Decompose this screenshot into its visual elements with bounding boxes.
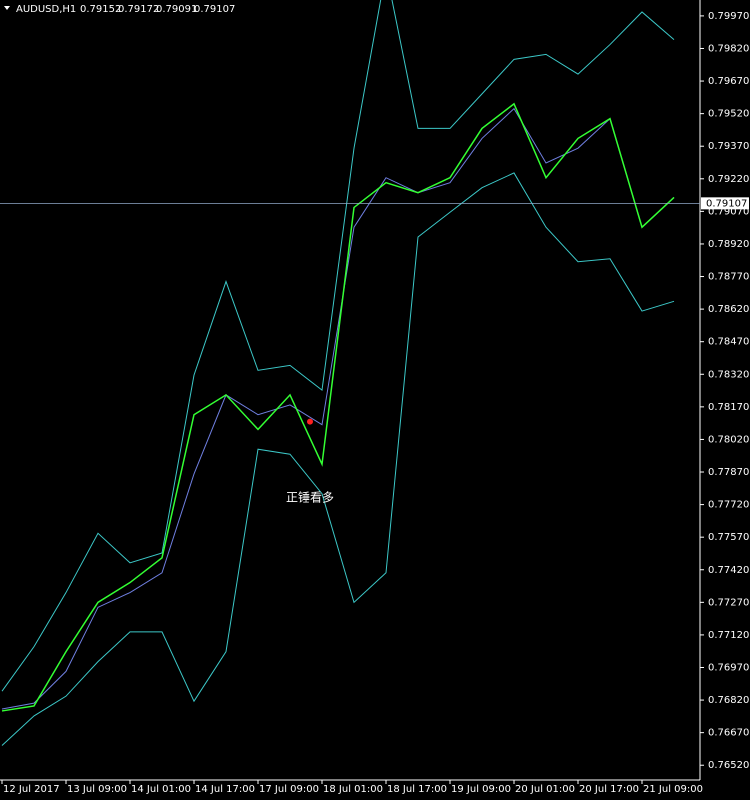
y-tick-label: 0.79520: [708, 109, 749, 120]
y-tick-label: 0.77870: [708, 467, 749, 478]
y-tick-label: 0.76820: [708, 695, 749, 706]
y-tick-label: 0.76670: [708, 728, 749, 739]
y-tick-label: 0.79370: [708, 141, 749, 152]
series-line: [1, 172, 675, 746]
y-tick-label: 0.77720: [708, 500, 749, 511]
y-tick-label: 0.78920: [708, 239, 749, 250]
y-tick-label: 0.78020: [708, 434, 749, 445]
y-tick-label: 0.79070: [708, 206, 749, 217]
annotation: 正锤看多: [286, 490, 334, 505]
ohlc-value: 0.79152: [80, 4, 121, 15]
series-line: [1, 102, 675, 712]
ohlc-value: 0.79107: [194, 4, 235, 15]
y-tick-label: 0.77270: [708, 597, 749, 608]
y-tick-label: 0.78770: [708, 272, 749, 283]
y-tick-label: 0.78620: [708, 304, 749, 315]
series-line: [1, 107, 675, 710]
x-tick-label: 20 Jul 01:00: [515, 784, 575, 795]
symbol-title: AUDUSD,H1: [16, 4, 76, 15]
y-tick-label: 0.78320: [708, 369, 749, 380]
y-tick-label: 0.79970: [708, 11, 749, 22]
x-tick-label: 19 Jul 09:00: [451, 784, 511, 795]
y-tick-label: 0.76520: [708, 760, 749, 771]
last-price-label: 0.79107: [706, 198, 747, 209]
y-tick-label: 0.77120: [708, 630, 749, 641]
x-tick-label: 14 Jul 17:00: [195, 784, 255, 795]
y-tick-label: 0.78470: [708, 337, 749, 348]
x-tick-label: 21 Jul 09:00: [643, 784, 703, 795]
plot-area: [1, 0, 675, 746]
y-tick-label: 0.77420: [708, 565, 749, 576]
x-tick-label: 13 Jul 09:00: [67, 784, 127, 795]
x-tick-label: 14 Jul 01:00: [131, 784, 191, 795]
x-tick-label: 18 Jul 01:00: [323, 784, 383, 795]
series-line: [1, 0, 675, 692]
y-tick-label: 0.79670: [708, 76, 749, 87]
last-price-box: [701, 197, 749, 210]
menu-arrow[interactable]: [4, 6, 10, 10]
x-tick-label: 17 Jul 09:00: [259, 784, 319, 795]
ohlc-value: 0.79091: [156, 4, 197, 15]
y-tick-label: 0.79820: [708, 43, 749, 54]
y-tick-label: 0.78170: [708, 402, 749, 413]
ohlc-value: 0.79172: [118, 4, 159, 15]
x-tick-label: 18 Jul 17:00: [387, 784, 447, 795]
y-tick-label: 0.79220: [708, 174, 749, 185]
x-tick-label: 12 Jul 2017: [3, 784, 60, 795]
y-tick-label: 0.77570: [708, 532, 749, 543]
signal-marker: [307, 418, 313, 425]
x-tick-label: 20 Jul 17:00: [579, 784, 639, 795]
y-tick-label: 0.76970: [708, 662, 749, 673]
